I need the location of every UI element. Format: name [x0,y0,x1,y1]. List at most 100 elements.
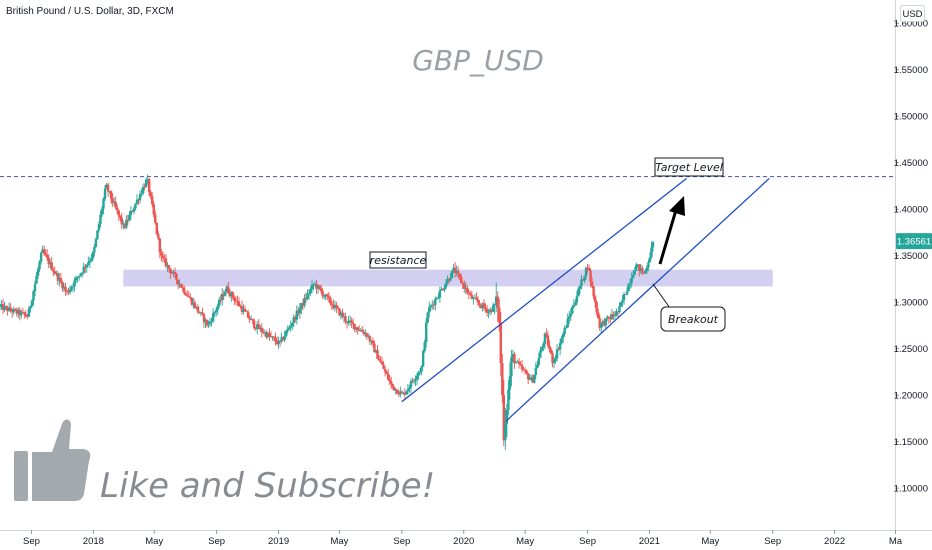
candle-body [125,219,128,228]
candle-body [563,327,566,335]
candle-body [639,268,643,271]
candle-body [198,311,201,314]
candle-body [138,194,142,201]
price-axis[interactable]: 1.60000 1.55000 1.50000 1.45000 1.40000 1.350… [894,19,928,495]
candle-body [106,184,110,192]
candle-body [399,391,402,395]
candle-body [396,389,399,394]
candle-body [332,304,335,309]
candle-body [373,343,376,353]
candle-body [344,316,347,322]
candle-body [549,349,553,354]
candle-body [141,186,145,194]
candle-body [91,252,95,259]
candle-body [108,191,111,193]
candle-body [323,296,326,297]
candle-body [359,330,362,331]
candle-body [286,328,289,332]
candle-body [606,316,609,319]
candle-body [155,222,158,235]
candle-body [507,389,510,411]
price-tick-label: 1.25000 [894,344,928,355]
candle-body [129,210,133,215]
candle-body [488,309,492,312]
candle-body [132,208,136,212]
candle-body [137,199,140,201]
candle-body [272,336,276,338]
candle-body [143,186,146,188]
candle-body [530,377,533,380]
candle-body [310,284,314,289]
candle-body [469,293,472,295]
candle-body [342,316,346,318]
candle-body [420,366,423,372]
time-axis[interactable]: Sep 2018 May Sep 2019 May Sep 2020 May Sep 2021 May… [23,530,903,547]
candle-body [523,370,527,371]
candle-body [470,294,474,300]
candle-body [479,304,483,308]
currency-button[interactable]: USD [900,5,925,22]
candle-body [259,327,262,330]
candle-body [388,379,391,382]
candle-body [569,313,572,317]
candle-body [10,310,14,313]
candle-body [414,379,417,381]
candle-body [41,249,44,253]
candle-body [517,361,521,364]
candle-body [411,380,414,382]
candle-body [45,255,49,258]
candle-body [370,340,373,342]
candle-body [297,310,300,314]
candle-body [499,322,502,364]
candle-body [50,262,53,270]
candle-body [338,308,341,316]
candle-body [587,268,591,271]
candle-body [356,327,359,331]
candle-body [245,311,248,313]
candle-body [289,326,292,328]
candle-body [593,296,597,303]
candle-body [170,273,174,274]
candle-body [628,283,632,284]
candle-body [536,364,539,369]
candle-body [21,311,25,313]
candle-body [504,423,507,441]
candle-body [601,321,604,324]
candle-body [0,304,3,306]
candle-body [648,257,652,263]
candle-body [112,201,116,203]
candle-body [327,296,330,298]
candle-body [201,312,204,315]
candle-body [160,252,163,256]
candle-body [27,308,31,317]
candle-body [192,302,195,305]
candle-body [117,210,120,216]
candle-body [545,333,548,336]
candle-body [20,311,23,316]
candle-body [574,302,577,306]
candle-body [6,306,9,312]
candle-body [257,324,260,330]
candle-body [424,322,428,343]
time-tick-label: Sep [208,536,225,547]
candle-body [36,269,40,276]
candle-body [158,238,162,253]
candle-body [418,371,422,373]
candle-body [116,207,119,211]
candle-body [74,277,78,281]
candle-body [49,262,52,265]
candle-body [163,257,166,259]
candle-body [0,305,2,307]
candle-body [151,196,154,205]
candle-body [242,308,245,312]
symbol-watermark: GBP_USD [412,44,544,77]
price-tick-label: 1.15000 [894,437,928,448]
candle-body [330,303,334,305]
candle-body [589,270,592,282]
candle-body [111,198,114,203]
candle-body [315,283,318,289]
candle-body [167,265,171,269]
candle-body [604,318,607,326]
candle-body [248,317,251,320]
